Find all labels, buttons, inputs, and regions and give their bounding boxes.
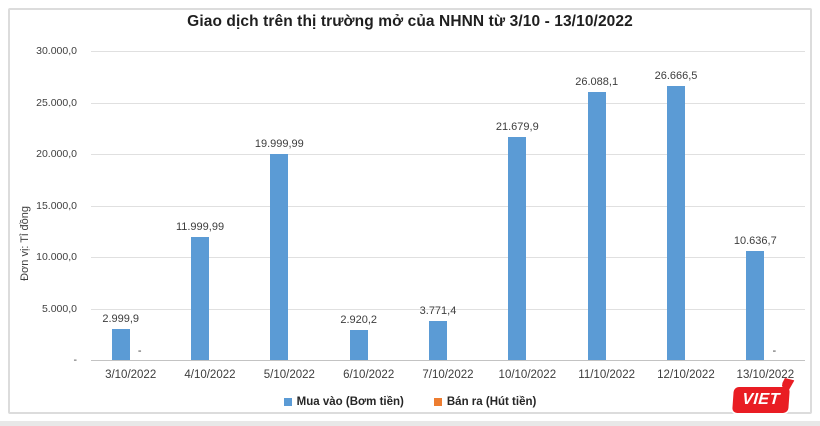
gridline xyxy=(91,102,805,104)
bar-value-label: 19.999,99 xyxy=(254,138,304,151)
legend-label: Mua vào (Bơm tiền) xyxy=(296,396,404,408)
x-axis-line xyxy=(91,360,805,361)
zero-dash-label: - xyxy=(772,345,777,357)
ytick-label: 20.000,0 xyxy=(36,148,77,161)
xtick-label: 10/10/2022 xyxy=(498,369,557,381)
xtick-label: 4/10/2022 xyxy=(184,369,236,381)
gridline xyxy=(91,308,805,310)
ytick-label: 30.000,0 xyxy=(36,45,77,58)
bar xyxy=(429,321,447,360)
ytick-label: - xyxy=(73,354,78,366)
bar xyxy=(111,329,130,360)
legend-marker-icon xyxy=(433,398,442,406)
viet-logo: VIET xyxy=(732,387,790,413)
xtick-label: 5/10/2022 xyxy=(263,369,315,381)
bar-value-label: 26.088,1 xyxy=(575,75,619,88)
legend-item: Mua vào (Bơm tiền) xyxy=(283,396,404,408)
bar-value-label: 3.771,4 xyxy=(419,305,457,318)
legend-label: Bán ra (Hút tiền) xyxy=(446,396,537,408)
ytick-label: 5.000,0 xyxy=(41,302,77,315)
gridline xyxy=(91,154,805,156)
bar xyxy=(349,330,368,360)
page-background-strip xyxy=(0,421,820,426)
viet-logo-text: VIET xyxy=(741,391,781,408)
bar xyxy=(508,137,527,360)
legend-marker-icon xyxy=(283,398,292,406)
bar-value-label: 11.999,99 xyxy=(175,220,225,233)
bar xyxy=(587,91,606,360)
xtick-label: 11/10/2022 xyxy=(578,369,635,381)
bar-value-label: 26.666,5 xyxy=(654,69,698,82)
xtick-label: 6/10/2022 xyxy=(343,369,395,381)
bar xyxy=(270,154,289,360)
xtick-label: 12/10/2022 xyxy=(657,369,715,381)
ytick-label: 25.000,0 xyxy=(36,96,77,109)
xtick-label: 7/10/2022 xyxy=(422,369,474,381)
gridline xyxy=(91,257,805,259)
bar-value-label: 10.636,7 xyxy=(733,234,777,247)
bar xyxy=(746,250,765,360)
ytick-label: 15.000,0 xyxy=(36,199,77,212)
bar xyxy=(667,85,685,360)
legend-item: Bán ra (Hút tiền) xyxy=(433,396,537,408)
gridline xyxy=(91,205,805,207)
xtick-label: 13/10/2022 xyxy=(736,369,795,381)
bar-value-label: 2.999,9 xyxy=(102,313,140,326)
xtick-label: 3/10/2022 xyxy=(105,369,157,381)
bar xyxy=(191,236,209,360)
legend: Mua vào (Bơm tiền) Bán ra (Hút tiền) xyxy=(8,396,812,408)
gridline xyxy=(91,51,805,53)
chart-title: Giao dịch trên thị trường mở của NHNN từ… xyxy=(187,13,633,30)
y-axis-title-text: Đơn vị: Tỉ đồng xyxy=(19,205,31,281)
bar-value-label: 21.679,9 xyxy=(495,121,539,133)
bar-value-label: 2.920,2 xyxy=(340,314,378,326)
ytick-label: 10.000,0 xyxy=(36,251,77,264)
zero-dash-label: - xyxy=(137,345,142,357)
